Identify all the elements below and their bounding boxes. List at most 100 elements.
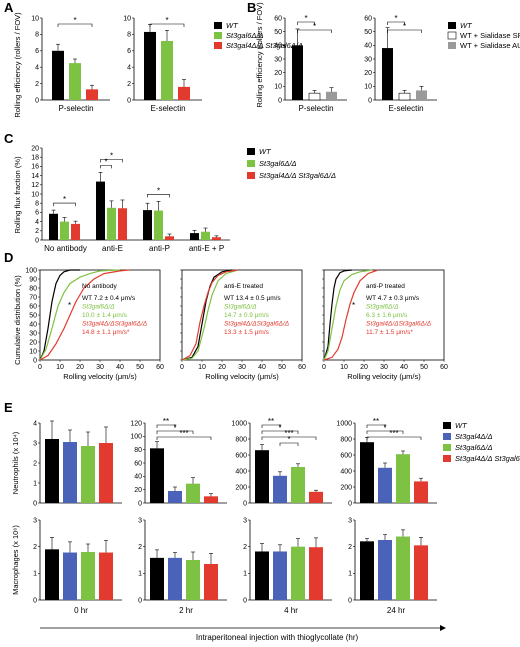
annotation-text: St3gal4Δ/ΔSt3gal6Δ/Δ (224, 321, 289, 328)
cdf-line (181, 269, 239, 361)
bar (186, 560, 200, 600)
y-tick-label: 0 (35, 97, 39, 104)
legend-swatch (214, 42, 222, 49)
x-tick-label: 0 (180, 364, 184, 371)
bar (45, 439, 59, 503)
y-tick-label: 10 (31, 191, 39, 198)
bar (52, 50, 64, 100)
significance-bracket (366, 424, 386, 428)
x-category-label: No antibody (44, 244, 87, 253)
significance-label: * (68, 301, 71, 310)
significance-label: * (104, 157, 107, 166)
y-tick-label: 40 (364, 43, 372, 50)
bar (144, 31, 156, 100)
bar (161, 40, 173, 100)
y-tick-label: 2 (35, 81, 39, 88)
bar (190, 233, 199, 240)
significance-bracket (387, 21, 405, 25)
y-tick-label: 50 (29, 312, 37, 319)
y-tick-label: 1 (243, 571, 247, 578)
legend-swatch (443, 444, 451, 451)
y-tick-label: 4 (127, 65, 131, 72)
significance-bracket (149, 23, 185, 27)
y-tick-label: 1 (348, 571, 352, 578)
y-tick-label: 30 (29, 330, 37, 337)
x-tick-label: 20 (360, 364, 368, 371)
y-tick-label: 200 (340, 484, 352, 491)
cdf-line (39, 269, 131, 361)
y-tick-label: 20 (134, 487, 142, 494)
legend-swatch (447, 31, 457, 40)
y-tick-label: 0 (127, 97, 131, 104)
significance-label: ** (268, 417, 274, 426)
y-tick-label: 0 (348, 500, 352, 507)
y-tick-label: 10 (123, 15, 131, 22)
annotation-text: WT 13.4 ± 0.5 μm/s (224, 295, 281, 302)
y-tick-label: 16 (31, 164, 39, 171)
significance-bracket (261, 424, 281, 428)
significance-label: * (352, 301, 355, 310)
x-tick-label: 20 (76, 364, 84, 371)
cdf-line (323, 269, 353, 361)
x-axis-title: Rolling velocity (μm/s) (205, 372, 279, 381)
y-tick-label: 3 (33, 517, 37, 524)
annotation-text: 14.7 ± 0.9 μm/s (224, 312, 270, 319)
bar (154, 210, 163, 240)
legend-swatch (247, 172, 255, 179)
cdf-line (39, 269, 80, 361)
y-tick-label: 20 (29, 339, 37, 346)
annotation-text: 14.8 ± 1.1 μm/s* (82, 329, 130, 336)
legend-swatch (443, 455, 451, 462)
cdf-line (323, 269, 373, 361)
legend-label: WT (455, 421, 468, 430)
x-tick-label: 0 (38, 364, 42, 371)
y-axis-title: Neutrophils (x 10⁴) (11, 431, 20, 494)
y-tick-label: 60 (364, 15, 372, 22)
y-axis-title: Rolling efficiency (rollers / FOV) (255, 2, 264, 108)
annotation-text: St3gal6Δ/Δ (224, 304, 257, 311)
bar (273, 475, 287, 503)
y-tick-label: 80 (29, 285, 37, 292)
y-tick-label: 0 (33, 357, 37, 364)
y-tick-label: 40 (274, 43, 282, 50)
panel-label-a: A (4, 0, 14, 15)
cdf-line (181, 269, 239, 361)
subplot-title: anti-P treated (366, 283, 405, 290)
y-tick-label: 10 (29, 348, 37, 355)
x-tick-label: 10 (56, 364, 64, 371)
y-tick-label: 10 (274, 84, 282, 91)
bar (414, 481, 428, 503)
x-tick-label: 40 (258, 364, 266, 371)
y-tick-label: 2 (138, 544, 142, 551)
y-tick-label: 200 (235, 484, 247, 491)
significance-bracket (156, 430, 194, 434)
y-tick-label: 0 (33, 597, 37, 604)
x-tick-label: 30 (380, 364, 388, 371)
legend-swatch (247, 148, 255, 155)
y-tick-label: 3 (33, 440, 37, 447)
significance-label: ** (373, 417, 379, 426)
y-tick-label: 2 (348, 544, 352, 551)
y-tick-label: 600 (340, 452, 352, 459)
charts-layer: Rolling efficiency (rollers / FOV) 0 2 4 6 8 1… (11, 2, 520, 631)
y-tick-label: 2 (35, 228, 39, 235)
x-axis-title: Rolling velocity (μm/s) (347, 372, 421, 381)
y-tick-label: 90 (29, 276, 37, 283)
y-tick-label: 30 (274, 56, 282, 63)
subplot-title: anti-E treated (224, 283, 263, 290)
legend-swatch (214, 22, 222, 29)
x-category-label: P-selectin (58, 104, 93, 113)
annotation-text: WT 7.2 ± 0.4 μm/s (82, 295, 136, 302)
legend-label: WT + Sialidase SP (460, 31, 520, 40)
y-axis-title: Cumulative distribution (%) (13, 275, 22, 365)
bar (255, 551, 269, 600)
legend-label: WT + Sialidase AU (460, 41, 520, 50)
significance-label: * (394, 14, 397, 23)
bar (204, 496, 218, 503)
bar (273, 551, 287, 600)
bar (168, 491, 182, 503)
y-tick-label: 60 (134, 460, 142, 467)
bar (96, 181, 105, 240)
significance-bracket (53, 202, 76, 207)
bar (99, 552, 113, 600)
